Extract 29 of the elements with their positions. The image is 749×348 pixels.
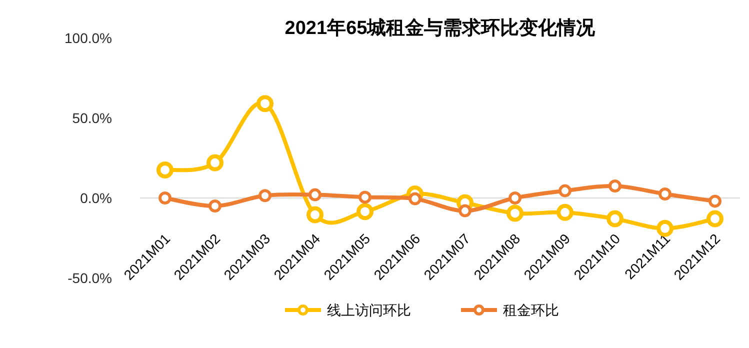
y-tick-label: -50.0% [68,270,112,286]
point [658,188,672,200]
point [558,184,572,198]
point [708,194,722,208]
point [206,154,224,172]
point [308,188,322,202]
point [506,204,524,222]
point [256,95,274,112]
point [656,220,674,237]
chart-title: 2021年65城租金与需求环比变化情况 [284,17,596,39]
point [458,204,472,218]
point [306,206,324,224]
point [706,210,724,228]
legend-label: 租金环比 [503,302,559,318]
point [408,192,422,206]
point [358,190,372,204]
point [158,192,172,204]
y-tick-label: 0.0% [80,190,112,206]
point [508,192,522,204]
point [556,204,574,221]
y-tick-label: 50.0% [72,110,112,126]
point [208,200,222,212]
point [258,189,272,202]
y-tick-label: 100.0% [64,30,112,46]
point [606,210,624,228]
point [356,203,374,220]
point [156,162,174,178]
point [608,180,622,192]
legend-label: 线上访问环比 [327,302,411,318]
